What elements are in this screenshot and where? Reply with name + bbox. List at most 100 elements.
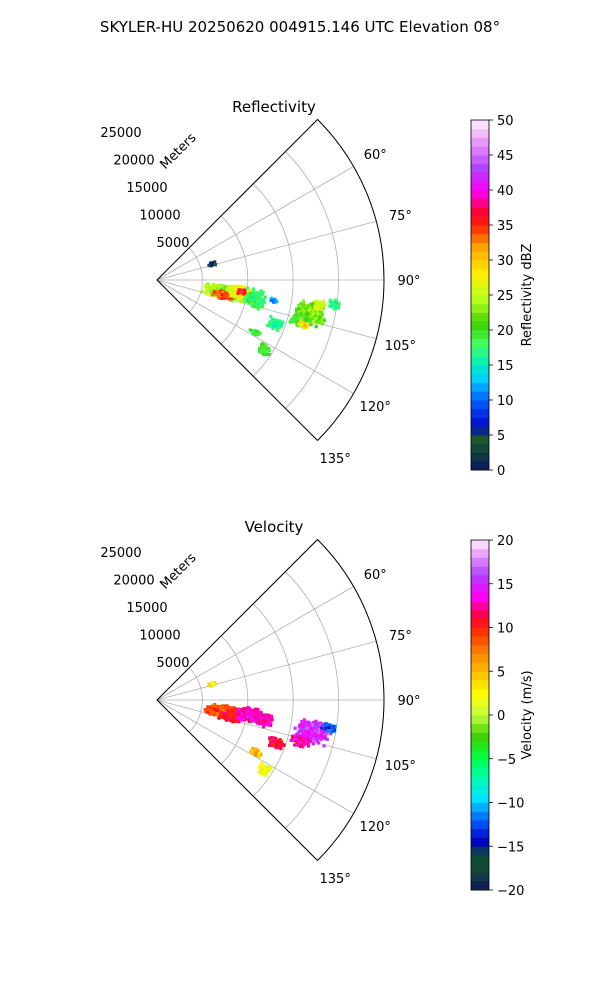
echo-gate	[315, 738, 319, 742]
echo-cell	[217, 710, 242, 724]
colorbar-segment	[471, 356, 489, 366]
echo-gate	[238, 284, 242, 288]
colorbar-segment	[471, 767, 489, 777]
echo-gate	[276, 328, 280, 333]
echo-gate	[251, 305, 255, 309]
colorbar-segment	[471, 330, 489, 340]
echo-gate	[314, 321, 318, 325]
colorbar-segment	[471, 338, 489, 348]
echo-gate	[308, 315, 312, 319]
colorbar-segment	[471, 811, 489, 821]
echo-gate	[253, 713, 257, 717]
echo-gate	[257, 721, 261, 725]
echo-gate	[211, 682, 215, 686]
echo-gate	[269, 298, 273, 303]
echo-gate	[337, 301, 341, 305]
echo-gate	[211, 282, 215, 286]
echo-gate	[261, 713, 265, 718]
echo-gate	[214, 708, 218, 713]
colorbar-label: Velocity (m/s)	[520, 670, 535, 759]
azimuth-gridline	[156, 640, 377, 701]
echo-gate	[291, 734, 295, 738]
echo-gate	[331, 302, 336, 306]
echo-gate	[311, 734, 315, 739]
echo-gate	[269, 766, 273, 770]
echo-gate	[244, 299, 248, 303]
echo-gate	[248, 708, 252, 712]
echo-gate	[259, 711, 263, 715]
echo-gate	[315, 300, 319, 304]
colorbar-tick-label: 30	[497, 254, 514, 269]
echo-gate	[203, 285, 207, 289]
echo-gate	[279, 747, 283, 751]
colorbar-segment	[471, 548, 489, 558]
echo-gate	[243, 288, 247, 292]
colorbar-tick-label: 45	[497, 149, 514, 164]
colorbar-segment	[471, 382, 489, 392]
echo-gate	[258, 304, 263, 308]
echo-gate	[304, 304, 308, 308]
echo-gate	[213, 260, 217, 264]
figure-suptitle: SKYLER-HU 20250620 004915.146 UTC Elevat…	[100, 18, 500, 36]
echo-gate	[309, 726, 314, 730]
echo-gate	[262, 350, 266, 354]
echo-gate	[235, 710, 240, 714]
echo-gate	[213, 290, 217, 294]
echo-gate	[318, 314, 322, 319]
echo-gate	[223, 291, 227, 295]
echo-gate	[271, 326, 275, 330]
echo-gate	[258, 295, 262, 299]
echo-gate	[299, 318, 303, 322]
colorbar-segment	[471, 242, 489, 252]
colorbar-tick-label: −10	[497, 797, 524, 812]
echo-gate	[220, 709, 225, 713]
echo-gate	[209, 708, 213, 712]
echo-gate	[254, 291, 258, 295]
echo-gate	[230, 296, 234, 301]
echo-gate	[231, 288, 235, 292]
echo-gate	[252, 302, 256, 306]
echo-gate	[206, 288, 210, 292]
echo-gate	[312, 737, 316, 741]
echo-gate	[302, 721, 307, 725]
echo-gate	[225, 294, 229, 298]
colorbar-segment	[471, 312, 489, 322]
echo-gate	[229, 294, 233, 298]
echo-gate	[322, 744, 326, 748]
echo-gate	[302, 725, 306, 729]
colorbar-segment	[471, 198, 489, 208]
colorbar-segment	[471, 146, 489, 156]
echo-gate	[315, 305, 320, 310]
echo-gate	[304, 317, 308, 321]
echo-gate	[257, 712, 261, 716]
echo-gate	[231, 284, 235, 289]
echo-gate	[270, 740, 274, 744]
echo-gate	[226, 712, 230, 716]
echo-gate	[316, 312, 320, 316]
echo-gate	[228, 712, 232, 716]
echo-gate	[200, 290, 205, 294]
echo-gate	[204, 290, 209, 294]
azimuth-gridline	[156, 166, 354, 281]
echo-gate	[297, 733, 301, 737]
colorbar-segment	[471, 373, 489, 383]
echo-gate	[215, 711, 219, 715]
echo-gate	[331, 725, 336, 729]
colorbar-segment	[471, 601, 489, 611]
colorbar-segment	[471, 190, 489, 200]
echo-gate	[222, 294, 226, 298]
echo-gate	[262, 301, 266, 305]
azimuth-tick-label: 120°	[360, 400, 391, 415]
colorbar-segment	[471, 715, 489, 725]
echo-gate	[225, 285, 229, 289]
echo-gate	[240, 712, 244, 716]
echo-gate	[303, 730, 307, 735]
echo-gate	[305, 740, 309, 744]
echo-gate	[331, 727, 335, 731]
echo-gate	[216, 709, 220, 713]
echo-gate	[279, 325, 283, 329]
colorbar: 0 5 10 15 20 25 30 35 40 45 50 Reflectivity dBZ	[470, 114, 535, 479]
echo-gate	[293, 743, 297, 747]
echo-gate	[294, 734, 298, 738]
azimuth-tick-label: 135°	[320, 452, 351, 467]
